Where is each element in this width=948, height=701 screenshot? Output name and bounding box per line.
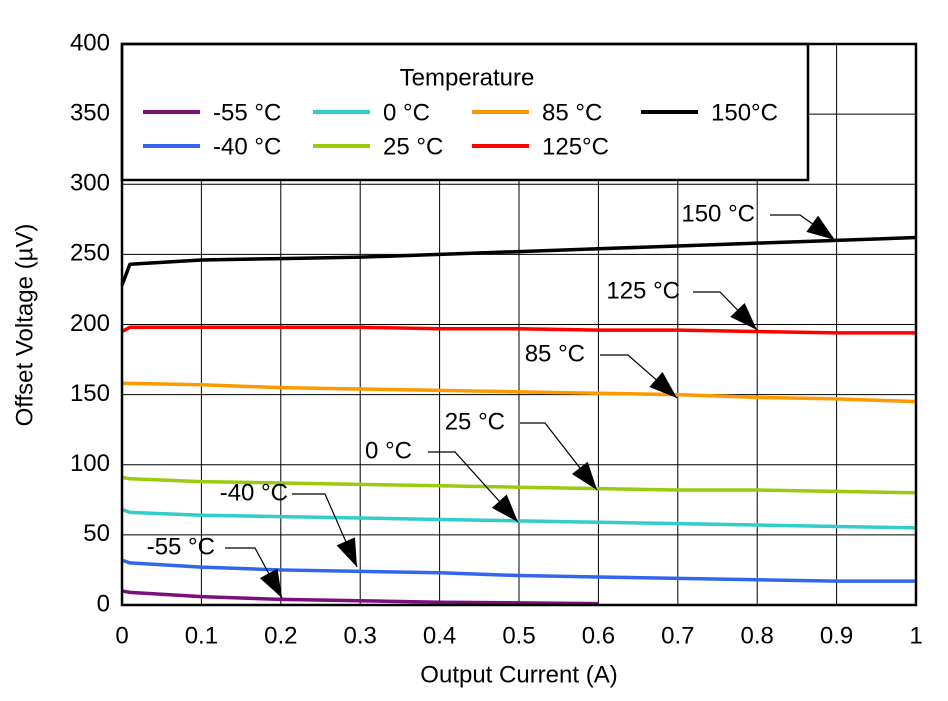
annotation: 150 °C	[681, 200, 755, 227]
annotation: 125 °C	[606, 277, 680, 304]
legend-label: 85 °C	[542, 99, 602, 126]
series-line	[122, 381, 917, 404]
arrowhead	[571, 461, 597, 490]
plot-frame	[120, 42, 918, 607]
annotation: 25 °C	[445, 408, 505, 435]
y-tick-label: 100	[70, 450, 110, 477]
annotation: -40 °C	[220, 479, 288, 506]
legend-label: 125°C	[542, 133, 609, 160]
legend-label: 0 °C	[383, 99, 430, 126]
y-tick-label: 300	[70, 170, 110, 197]
y-tick-label: 200	[70, 310, 110, 337]
y-tick-label: 50	[83, 520, 110, 547]
arrowhead	[259, 568, 282, 598]
series-line	[121, 589, 599, 606]
series-line	[121, 507, 917, 530]
x-tick-label: 0.5	[502, 622, 535, 649]
annotation: 85 °C	[525, 340, 585, 367]
x-tick-label: 0.2	[264, 622, 297, 649]
x-tick-label: 0.6	[582, 622, 615, 649]
annotation-arrow	[520, 422, 598, 491]
y-tick-label: 150	[70, 380, 110, 407]
x-tick-label: 0.4	[423, 622, 456, 649]
annotation: 0 °C	[365, 437, 412, 464]
series-line	[121, 475, 917, 495]
annotation: -55 °C	[147, 533, 215, 560]
y-tick-label: 350	[70, 99, 110, 126]
y-tick-label: 400	[70, 29, 110, 56]
arrowhead	[806, 215, 835, 240]
x-tick-label: 1	[909, 622, 922, 649]
x-tick-label: 0.8	[741, 622, 774, 649]
x-tick-label: 0	[115, 622, 128, 649]
y-axis-label: Offset Voltage (µV)	[11, 224, 38, 427]
annotation-arrow	[428, 451, 519, 523]
series-line	[121, 558, 916, 583]
x-tick-label: 0.9	[820, 622, 853, 649]
legend-label: 150°C	[711, 99, 778, 126]
x-tick-label: 0.7	[661, 622, 694, 649]
arrowhead	[491, 494, 518, 522]
legend-label: -55 °C	[213, 99, 281, 126]
legend-label: 25 °C	[383, 133, 443, 160]
legend-label: -40 °C	[213, 133, 281, 160]
y-tick-label: 0	[97, 590, 110, 617]
series-line	[121, 325, 916, 335]
x-tick-label: 0.1	[185, 622, 218, 649]
arrowhead	[336, 537, 357, 567]
x-axis-label: Output Current (A)	[420, 661, 617, 688]
y-tick-label: 250	[70, 240, 110, 267]
arrowhead	[730, 302, 757, 330]
series-line	[120, 235, 917, 286]
arrowhead	[649, 372, 677, 398]
legend-title: Temperature	[400, 64, 535, 91]
x-tick-label: 0.3	[344, 622, 377, 649]
